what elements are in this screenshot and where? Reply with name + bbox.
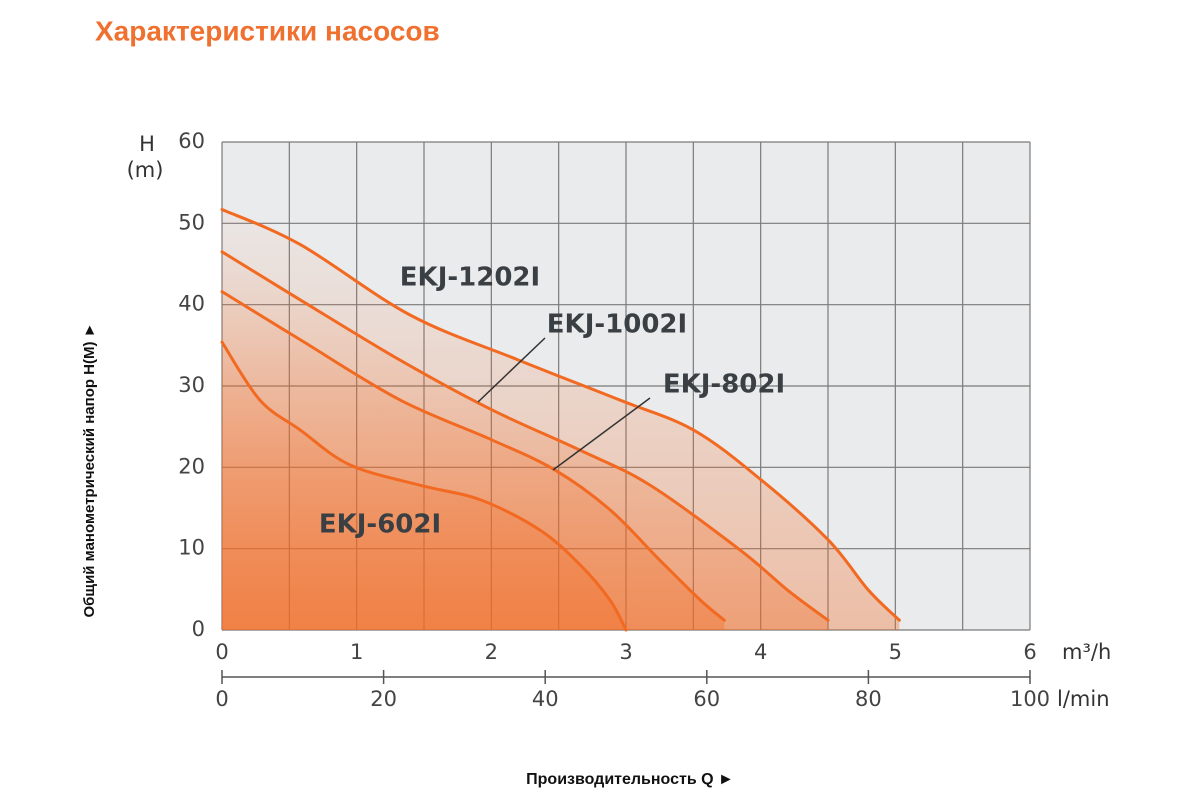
x2-tick-label: 0 (215, 687, 228, 711)
x2-tick-label: 20 (370, 687, 397, 711)
series-label: EKJ-1202I (400, 263, 540, 293)
chart-title: Характеристики насосов (95, 15, 440, 46)
x2-tick-label: 100 (1010, 687, 1050, 711)
y-tick-label: 40 (178, 292, 205, 316)
x-tick-label: 6 (1023, 640, 1036, 664)
y-tick-label: 20 (178, 454, 205, 478)
areas (222, 209, 900, 630)
x-tick-label: 5 (889, 640, 902, 664)
y-axis-title: Общий манометрический напор H(M) ► (81, 322, 98, 617)
curve (220, 208, 901, 622)
x2-tick-label: 40 (532, 687, 559, 711)
y-tick-label: 10 (178, 536, 205, 560)
x-tick-label: 2 (485, 640, 498, 664)
x-axis-unit: m³/h (1062, 640, 1111, 664)
series-label: EKJ-1002I (547, 310, 687, 340)
series-label: EKJ-602I (319, 510, 441, 540)
x2-tick-label: 80 (855, 687, 882, 711)
x-axis-title: Производительность Q ► (526, 771, 734, 788)
x2-tick-label: 60 (693, 687, 720, 711)
curve (220, 290, 726, 622)
x-tick-label: 4 (754, 640, 767, 664)
leader-line (477, 337, 546, 403)
y-tick-label: 60 (178, 129, 205, 153)
x-tick-label: 1 (350, 640, 363, 664)
curves (220, 208, 901, 632)
y-tick-label: 50 (178, 210, 205, 234)
curve (220, 340, 628, 632)
y-tick-label: 0 (192, 617, 205, 641)
x-tick-label: 0 (215, 640, 228, 664)
y-axis-unit: (m) (127, 158, 164, 182)
leader-line (552, 397, 651, 471)
y-tick-label: 30 (178, 373, 205, 397)
x2-axis-unit: l/min (1057, 687, 1110, 711)
x-tick-label: 3 (619, 640, 632, 664)
y-axis-label: H (139, 132, 155, 156)
series-label: EKJ-802I (663, 370, 785, 400)
area (222, 342, 626, 630)
curve (220, 250, 830, 622)
